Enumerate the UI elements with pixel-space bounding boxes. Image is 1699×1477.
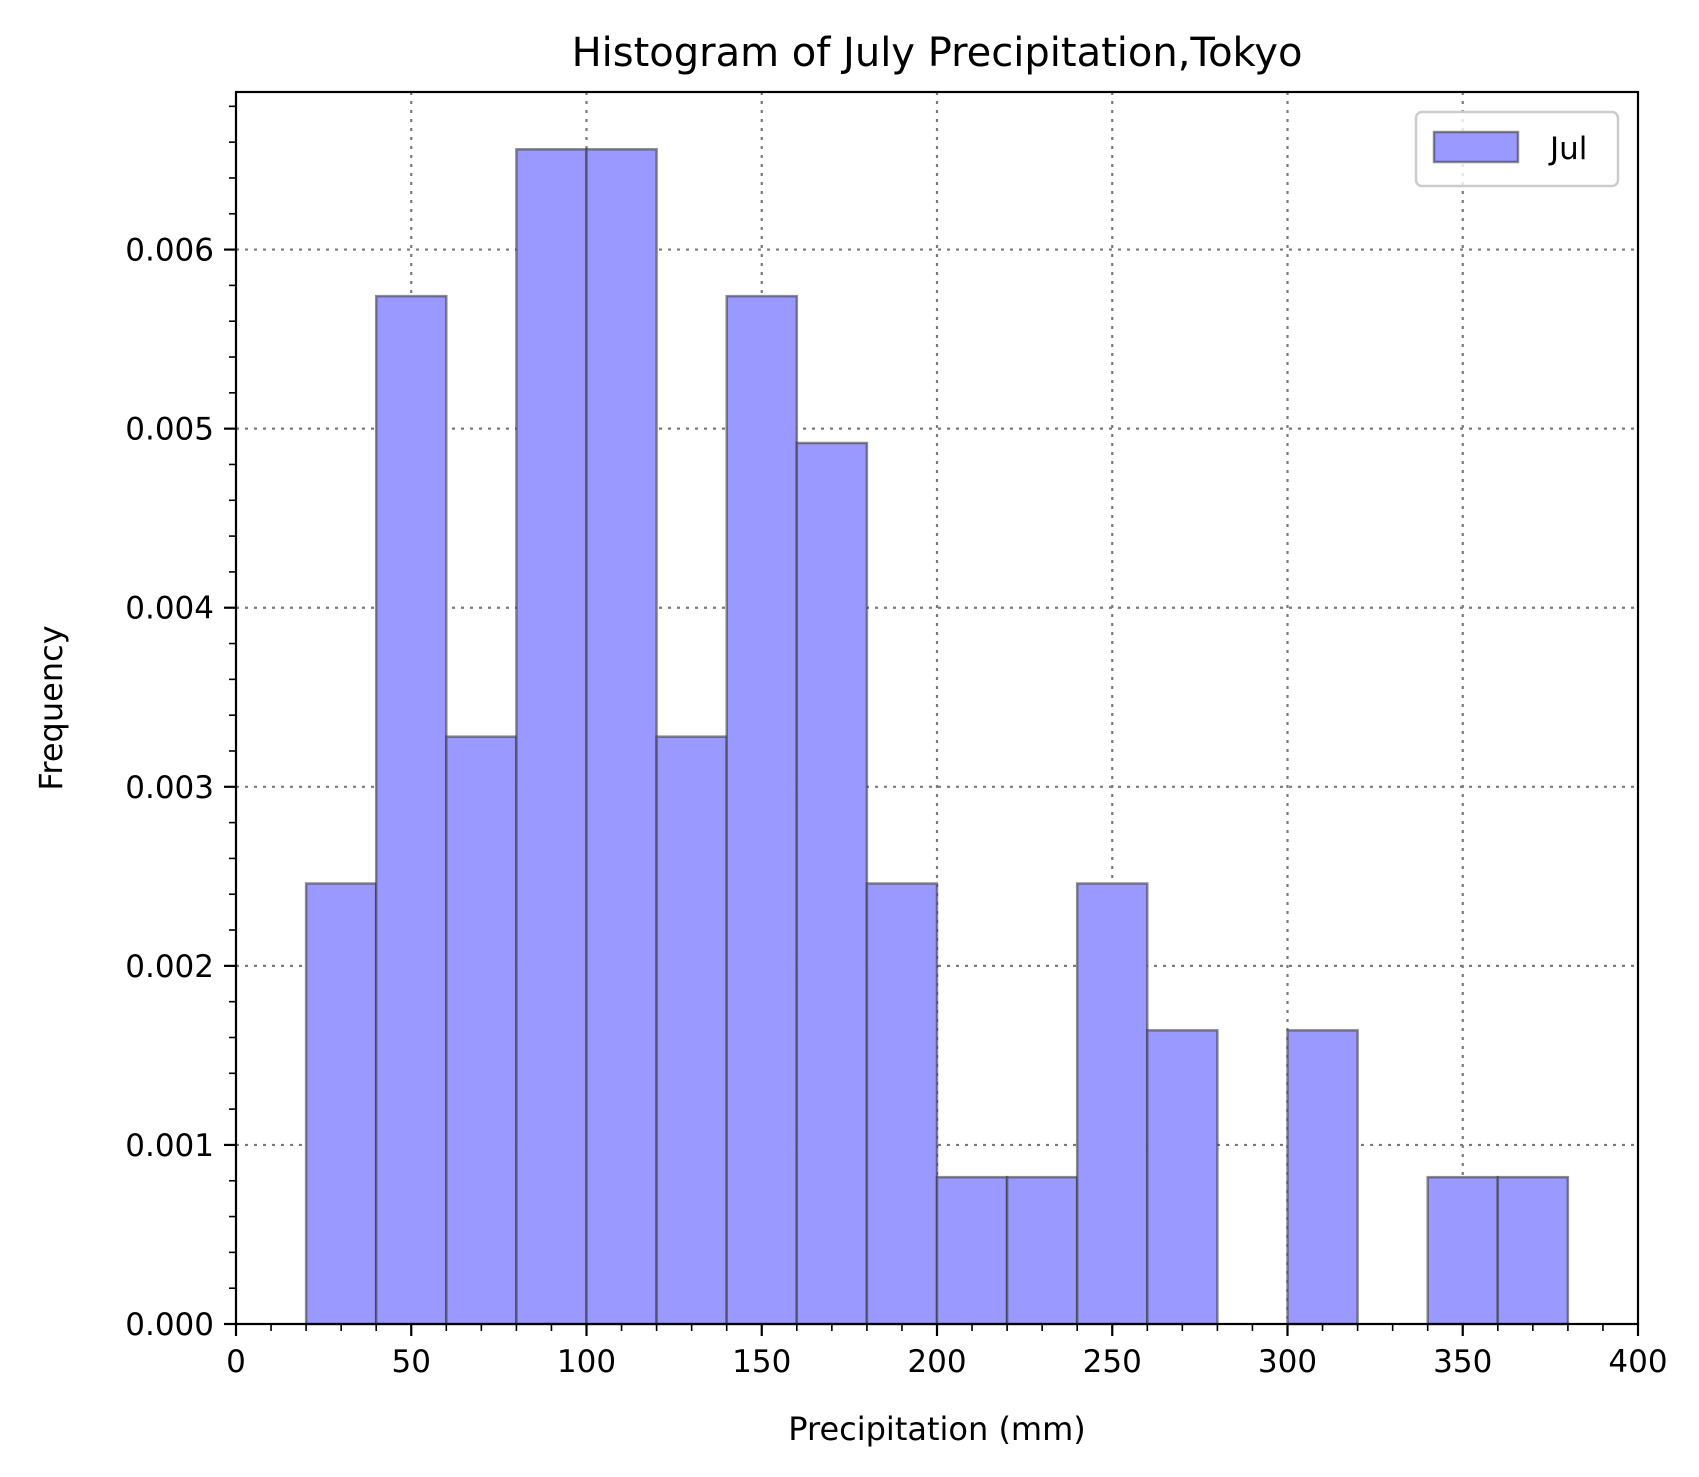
chart-title: Histogram of July Precipitation,Tokyo <box>572 30 1303 76</box>
histogram-bar <box>1496 1175 1570 1326</box>
histogram-bar <box>1286 1029 1359 1326</box>
legend-label-jul: Jul <box>1548 131 1587 167</box>
x-tick-label: 150 <box>732 1344 791 1380</box>
histogram-bar <box>1005 1175 1079 1326</box>
x-tick-label: 350 <box>1433 1344 1492 1380</box>
histogram-bar <box>515 148 588 1326</box>
histogram-bar <box>304 882 378 1326</box>
y-tick-label: 0.001 <box>125 1128 214 1164</box>
histogram-bar <box>795 441 869 1326</box>
histogram-bar <box>725 294 799 1326</box>
legend: Jul <box>1414 110 1620 188</box>
y-tick-label: 0.006 <box>125 233 214 269</box>
y-tick-label: 0.002 <box>125 949 214 985</box>
histogram-bars <box>304 148 1570 1326</box>
histogram-bar <box>1426 1175 1500 1326</box>
x-tick-label: 50 <box>392 1344 431 1380</box>
histogram-bar <box>445 735 518 1326</box>
x-tick-label: 100 <box>557 1344 616 1380</box>
y-tick-label: 0.004 <box>125 591 214 627</box>
y-tick-label: 0.005 <box>125 412 214 448</box>
histogram-bar <box>1075 882 1149 1326</box>
histogram-bar <box>865 882 939 1326</box>
axis-ticks: 0 50 100 150 200 250 300 350 400 0.000 0.001 0.002 0… <box>125 105 1668 1380</box>
histogram-bar <box>935 1175 1009 1326</box>
histogram-bar <box>585 148 658 1326</box>
y-tick-label: 0.003 <box>125 770 214 806</box>
histogram-bar <box>1146 1029 1219 1326</box>
x-tick-label: 300 <box>1258 1344 1317 1380</box>
x-tick-label: 400 <box>1608 1344 1667 1380</box>
y-axis-label: Frequency <box>32 625 70 790</box>
y-tick-label: 0.000 <box>125 1307 214 1343</box>
histogram-bar <box>655 735 728 1326</box>
legend-swatch-jul <box>1432 130 1520 164</box>
x-tick-label: 0 <box>226 1344 246 1380</box>
x-tick-label: 200 <box>907 1344 966 1380</box>
x-tick-label: 250 <box>1083 1344 1142 1380</box>
histogram-bar <box>374 294 448 1326</box>
x-axis-label: Precipitation (mm) <box>788 1410 1086 1448</box>
